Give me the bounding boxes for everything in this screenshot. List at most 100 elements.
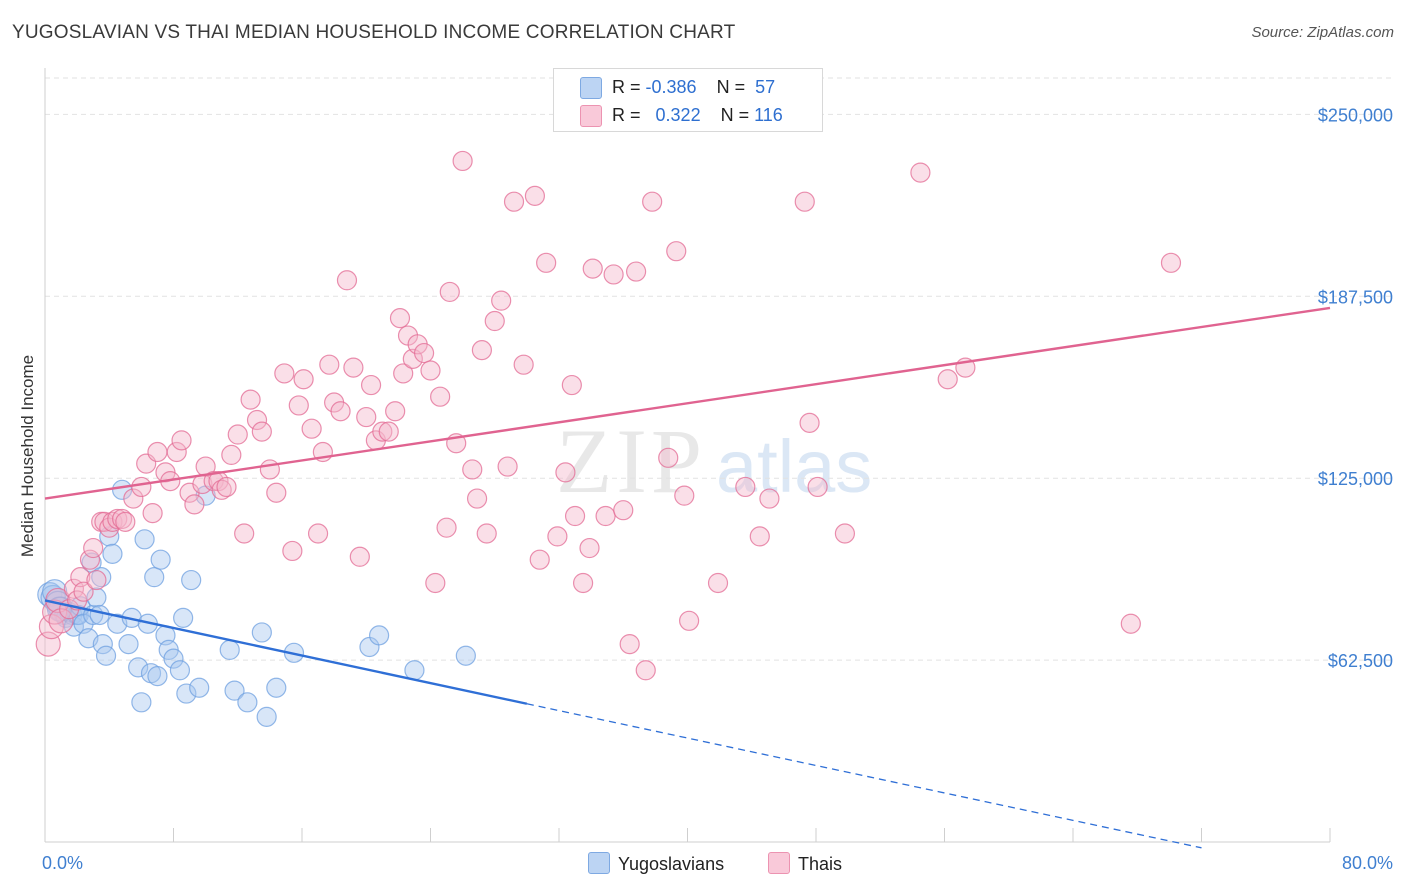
yugoslavian-point [176, 683, 197, 704]
thai-point [372, 421, 393, 442]
legend-swatch-thais [580, 105, 602, 127]
thai-point [336, 270, 358, 291]
thai-point [642, 191, 663, 212]
thai-point [430, 386, 451, 407]
thai-point [420, 360, 441, 381]
thai-point [524, 185, 546, 206]
thai-point [266, 482, 287, 503]
x-tick-label-max: 80.0% [1342, 853, 1393, 873]
thai-point [349, 546, 370, 567]
yugoslavian-point [92, 633, 113, 655]
yugoslavian-point [173, 607, 194, 628]
thai-point [79, 549, 101, 570]
thai-point [73, 581, 94, 602]
thai-point [343, 357, 364, 378]
thai-point [462, 459, 483, 480]
yugoslavian-point [169, 660, 191, 681]
yugoslavian-point [118, 633, 139, 655]
thai-point [166, 441, 187, 463]
yugoslavian-point [219, 639, 240, 661]
series-yugoslavians [37, 479, 476, 727]
yugoslavian-point [128, 657, 149, 678]
thai-point [476, 523, 497, 544]
thai-point [83, 537, 104, 559]
thai-point [471, 340, 492, 361]
trend-layer [44, 306, 1331, 849]
yugoslavian-point [369, 625, 390, 646]
legend-n-value: 116 [754, 105, 783, 125]
thai-point [86, 569, 107, 591]
thai-point [142, 503, 163, 524]
yugoslavian-point [251, 622, 272, 643]
yugoslavian-point [150, 549, 171, 570]
yugoslavian-point [134, 529, 155, 550]
bottom-legend-label: Thais [798, 854, 843, 874]
thai-point [625, 261, 647, 282]
thai-point [48, 608, 74, 634]
thai-point [666, 241, 687, 262]
thai-point [582, 258, 603, 279]
thai-point [613, 500, 634, 521]
thai-point [579, 537, 600, 559]
yugoslavian-point [102, 543, 123, 564]
bottom-swatch-thais [768, 852, 790, 874]
thai-point [799, 412, 820, 433]
thai-point [564, 505, 586, 527]
thai-point [603, 264, 624, 285]
thai-point [572, 572, 594, 594]
bottom-swatch-yugoslavians [588, 852, 610, 874]
y-tick-label: $125,000 [1318, 469, 1393, 489]
thai-point [807, 476, 828, 498]
watermark-atlas: atlas [716, 425, 872, 508]
thai-point [378, 421, 399, 442]
thai-point [635, 660, 656, 681]
legend-r-value: 0.322 [655, 105, 701, 125]
y-tick-label: $187,500 [1318, 287, 1393, 307]
trend-line-thais [44, 306, 1331, 500]
thai-point [251, 421, 272, 442]
thai-point [413, 342, 435, 364]
thai-point [274, 363, 295, 384]
thai-point [221, 444, 242, 466]
thai-point [484, 310, 505, 332]
watermark: ZIP atlas [556, 410, 872, 512]
thai-point [330, 401, 351, 422]
axes [44, 68, 1331, 843]
yugoslavian-point [144, 567, 165, 588]
yugoslavian-point [404, 660, 425, 681]
thai-point [503, 191, 525, 212]
thai-point [115, 511, 136, 532]
bottom-legend-yugoslavians: Yugoslavians [588, 852, 724, 875]
legend-n-label: N = [720, 105, 755, 125]
thai-point [536, 252, 557, 273]
y-tick-label: $250,000 [1318, 105, 1393, 125]
yugoslavian-point [131, 692, 152, 713]
thai-point [749, 526, 770, 547]
thai-point [561, 374, 582, 396]
thai-point [301, 418, 322, 439]
thai-point [307, 523, 329, 544]
thai-point [794, 191, 815, 212]
yugoslavian-point [237, 692, 258, 713]
thai-point [679, 610, 700, 631]
thai-point [393, 363, 414, 384]
thai-point [513, 354, 534, 375]
thai-point [234, 523, 255, 544]
thai-point [834, 523, 856, 544]
thai-point [436, 517, 457, 538]
thai-point [288, 395, 309, 416]
thai-point [595, 505, 616, 527]
thai-point [184, 494, 205, 515]
legend-swatch-yugoslavians [580, 77, 602, 99]
trend-line-yugoslavians [44, 599, 528, 705]
thai-point [491, 290, 512, 311]
thai-point [147, 441, 168, 463]
source-label: Source: ZipAtlas.com [1251, 24, 1394, 41]
thai-point [203, 471, 224, 492]
yugoslavian-point [147, 666, 168, 687]
yugoslavian-point [224, 680, 245, 701]
thai-point [555, 462, 576, 483]
thai-point [246, 409, 268, 431]
thai-point [735, 476, 756, 498]
